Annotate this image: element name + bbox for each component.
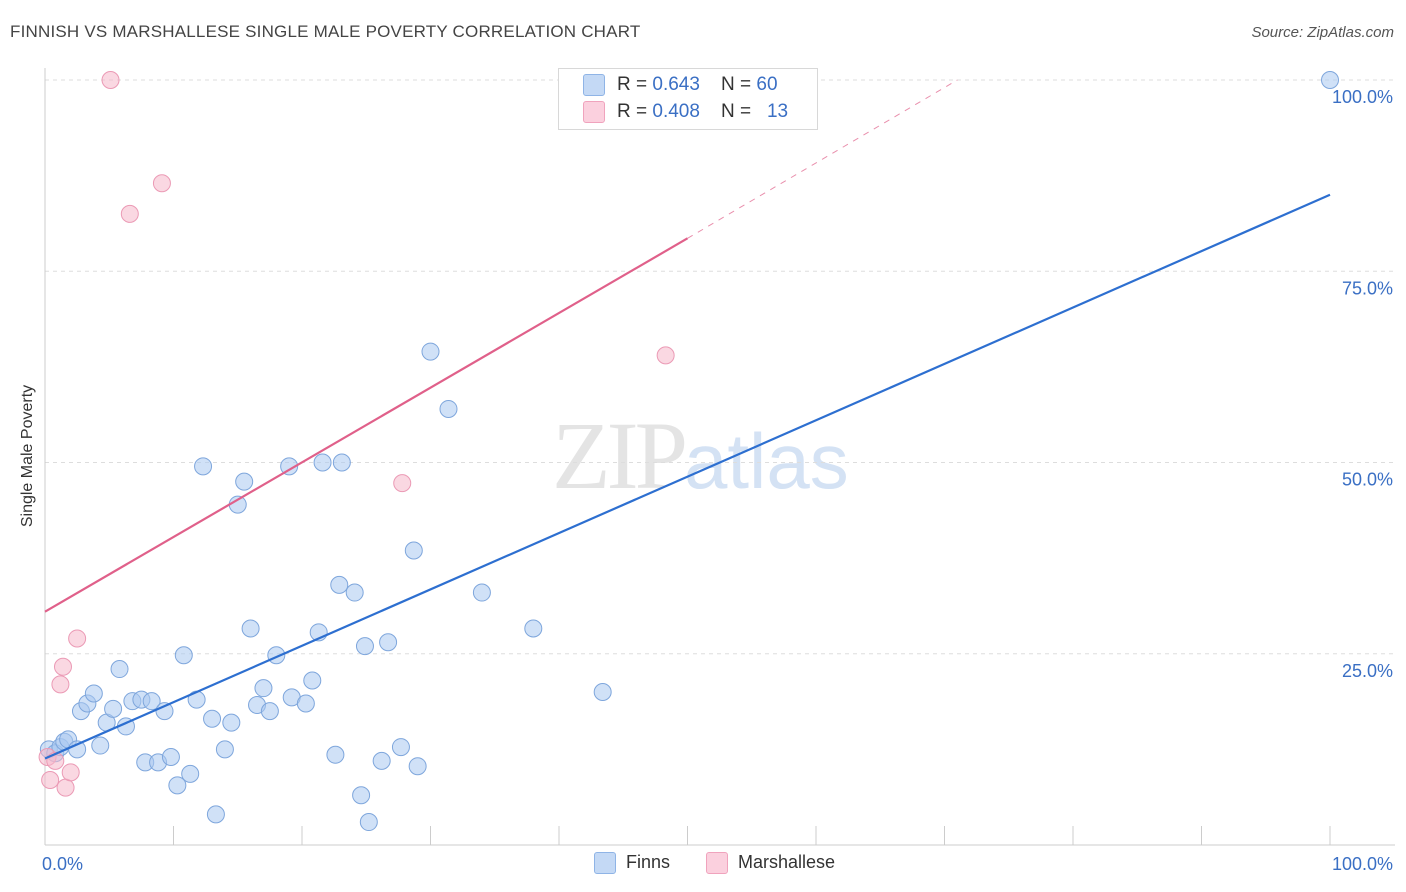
bottom-legend-label-finns: Finns	[626, 852, 671, 872]
point-finns-31	[235, 472, 254, 491]
legend-row-marshallese: R = 0.408 N = 13	[583, 101, 788, 125]
legend-row-finns: R = 0.643 N = 60	[583, 74, 778, 98]
y-tick-label-2: 75.0%	[1342, 278, 1393, 298]
bottom-legend-marshallese: Marshallese	[706, 852, 836, 875]
point-finns-32	[241, 619, 260, 638]
point-finns-12	[110, 660, 129, 679]
y-tick-label-1: 50.0%	[1342, 470, 1393, 490]
legend-r-label: R =	[617, 74, 653, 96]
point-finns-58	[524, 619, 543, 638]
point-finns-54	[408, 757, 427, 776]
point-finns-9	[91, 736, 110, 755]
point-finns-51	[379, 633, 398, 652]
point-finns-26	[203, 709, 222, 728]
point-finns-44	[330, 575, 349, 594]
point-finns-47	[352, 786, 371, 805]
point-finns-22	[174, 646, 193, 665]
point-finns-60	[1321, 71, 1339, 89]
point-finns-52	[391, 738, 410, 757]
legend-n-label: N =	[721, 74, 757, 96]
point-marshallese-12	[656, 346, 675, 365]
stats-legend: R = 0.643 N = 60 R = 0.408 N = 13	[558, 68, 818, 130]
legend-r-value-marshallese: 0.408	[652, 101, 700, 123]
point-finns-20	[161, 748, 180, 767]
point-finns-35	[260, 702, 279, 721]
y-tick-label-0: 25.0%	[1342, 661, 1393, 681]
legend-n-label: N =	[721, 101, 757, 123]
point-marshallese-7	[68, 629, 87, 648]
point-finns-55	[421, 342, 440, 361]
point-finns-48	[355, 637, 374, 656]
point-finns-28	[215, 740, 234, 759]
point-marshallese-5	[56, 778, 75, 797]
point-finns-23	[181, 764, 200, 783]
source-credit: Source: ZipAtlas.com	[1251, 24, 1394, 41]
legend-r-label: R =	[617, 101, 653, 123]
legend-r-value-finns: 0.643	[652, 74, 700, 96]
point-finns-34	[254, 679, 273, 698]
point-finns-40	[303, 671, 322, 690]
point-marshallese-1	[41, 770, 60, 789]
watermark: ZIPatlas	[552, 400, 849, 511]
bottom-legend-label-marshallese: Marshallese	[738, 852, 836, 872]
bottom-legend-finns: Finns	[594, 852, 671, 875]
watermark-zip: ZIP	[552, 402, 688, 509]
point-finns-39	[296, 694, 315, 713]
point-finns-43	[326, 745, 345, 764]
x-tick-label-max: 100.0%	[1332, 854, 1393, 874]
point-marshallese-6	[61, 763, 80, 782]
point-finns-56	[439, 399, 458, 418]
chart-title: FINNISH VS MARSHALLESE SINGLE MALE POVER…	[10, 22, 641, 41]
trendline-finns	[44, 193, 1331, 760]
point-finns-11	[104, 699, 123, 718]
point-finns-49	[359, 813, 378, 832]
legend-swatch-marshallese	[583, 101, 605, 123]
point-marshallese-4	[53, 657, 72, 676]
point-marshallese-8	[101, 71, 120, 89]
point-finns-37	[280, 457, 299, 476]
point-finns-53	[404, 541, 423, 560]
bottom-legend-swatch-finns	[594, 852, 616, 875]
legend-n-value-marshallese: 13	[766, 101, 789, 123]
point-finns-45	[332, 453, 351, 472]
trendline-extension-marshallese	[687, 79, 958, 239]
point-finns-42	[313, 453, 332, 472]
legend-swatch-finns	[583, 74, 605, 96]
point-marshallese-3	[51, 675, 70, 694]
trendline-marshallese	[44, 237, 689, 613]
point-marshallese-9	[120, 204, 139, 223]
point-finns-27	[206, 805, 225, 824]
point-marshallese-11	[393, 474, 412, 493]
y-tick-label-3: 100.0%	[1332, 87, 1393, 107]
point-finns-17	[142, 692, 161, 711]
point-finns-8	[84, 684, 103, 703]
bottom-legend-swatch-marshallese	[706, 852, 728, 875]
point-finns-46	[345, 583, 364, 602]
watermark-atlas: atlas	[684, 417, 849, 505]
y-axis-label: Single Male Poverty	[19, 384, 36, 528]
legend-n-value-finns: 60	[756, 74, 778, 96]
point-finns-59	[593, 683, 612, 701]
point-finns-21	[168, 776, 187, 795]
point-finns-29	[222, 713, 241, 732]
point-marshallese-10	[152, 174, 171, 193]
point-finns-25	[194, 457, 213, 476]
point-finns-57	[472, 583, 491, 602]
x-tick-label-min: 0.0%	[42, 854, 83, 874]
point-finns-50	[372, 751, 391, 770]
